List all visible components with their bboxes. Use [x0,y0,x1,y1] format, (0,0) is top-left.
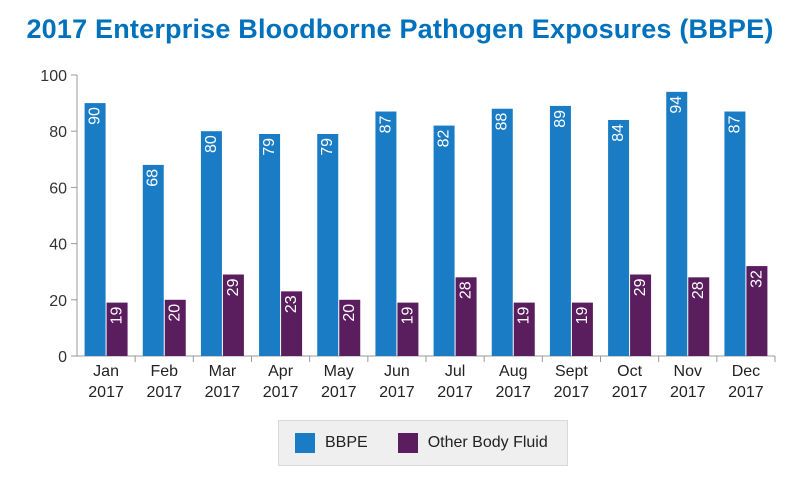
y-tick-label: 20 [49,293,67,310]
chart-title: 2017 Enterprise Bloodborne Pathogen Expo… [26,14,774,44]
data-label: 68 [145,169,162,187]
x-tick-label-month: Dec [732,363,760,380]
x-tick-label-month: Nov [674,363,702,380]
bar-other-body-fluid [281,291,303,356]
data-label: 84 [610,124,627,142]
data-label: 19 [399,307,416,325]
bar-other-body-fluid [746,266,768,356]
bar-bbpe [724,111,746,356]
bar-other-body-fluid [222,274,244,356]
bar-bbpe [433,125,455,356]
bar-bbpe [259,134,281,356]
y-tick-label: 40 [49,237,67,254]
bar-bbpe [608,119,630,357]
bar-bbpe [200,131,222,356]
x-tick-label-year: 2017 [263,384,299,401]
x-tick-label-year: 2017 [495,384,531,401]
y-tick-label: 0 [58,349,67,366]
bar-other-body-fluid [571,302,593,356]
x-tick-label-month: Oct [617,363,642,380]
data-label: 28 [458,281,475,299]
x-tick-label-month: Feb [150,363,178,380]
x-tick-label-year: 2017 [670,384,706,401]
bar-other-body-fluid [339,299,361,356]
data-label: 19 [574,307,591,325]
x-tick-label-month: Sept [555,363,588,380]
y-tick-label: 80 [49,124,67,141]
legend-swatch-bbpe [295,433,315,453]
x-tick-label-month: Mar [209,363,237,380]
x-tick-label-year: 2017 [554,384,590,401]
bar-other-body-fluid [164,299,186,356]
data-label: 89 [552,110,569,128]
data-label: 88 [494,113,511,131]
x-tick-label-year: 2017 [728,384,764,401]
data-label: 20 [341,304,358,322]
x-tick-label-year: 2017 [437,384,473,401]
data-label: 87 [377,115,394,133]
legend-item-other-body-fluid[interactable]: Other Body Fluid [397,433,548,453]
data-label: 94 [668,96,685,114]
bar-bbpe [549,105,571,356]
data-label: 82 [436,129,453,147]
data-label: 29 [632,278,649,296]
bar-chart: 0 20 40 60 80 100 90 19 Jan 2017 68 20 Feb 2017 80 29 Ma… [40,68,776,401]
bar-other-body-fluid [455,277,477,356]
x-tick-label-year: 2017 [88,384,124,401]
data-label: 20 [167,304,184,322]
x-tick-label-year: 2017 [146,384,182,401]
legend: BBPE Other Body Fluid [278,420,568,466]
x-tick-label-month: Aug [499,363,527,380]
x-tick-label-year: 2017 [612,384,648,401]
data-label: 28 [690,281,707,299]
bar-other-body-fluid [630,274,652,356]
data-label: 29 [225,278,242,296]
data-label: 32 [748,270,765,288]
bar-other-body-fluid [106,302,128,356]
bar-bbpe [666,91,688,357]
data-label: 79 [261,138,278,156]
x-tick-label-year: 2017 [321,384,357,401]
data-label: 90 [87,107,104,125]
bar-bbpe [375,111,397,356]
bar-bbpe [84,103,106,356]
bar-other-body-fluid [513,302,535,356]
legend-label-other-body-fluid: Other Body Fluid [427,434,548,451]
legend-item-bbpe[interactable]: BBPE [295,433,368,453]
x-tick-label-month: Jan [93,363,119,380]
data-label: 87 [726,115,743,133]
x-tick-label-month: May [324,363,354,380]
y-tick-label: 60 [49,180,67,197]
data-label: 79 [319,138,336,156]
bar-bbpe [317,134,339,356]
bar-other-body-fluid [688,277,710,356]
legend-swatch-other-body-fluid [397,433,418,453]
bar-other-body-fluid [397,302,419,356]
data-label: 23 [283,295,300,313]
x-tick-label-year: 2017 [379,384,415,401]
bar-bbpe [491,108,513,356]
data-label: 19 [516,307,533,325]
x-tick-label-month: Jul [445,363,465,380]
x-tick-label-month: Apr [268,363,294,380]
y-tick-label: 100 [40,68,67,85]
legend-label-bbpe: BBPE [325,434,368,451]
data-label: 19 [109,307,126,325]
data-label: 80 [203,135,220,153]
x-tick-label-month: Jun [384,363,410,380]
x-tick-label-year: 2017 [205,384,241,401]
bar-bbpe [142,164,164,356]
